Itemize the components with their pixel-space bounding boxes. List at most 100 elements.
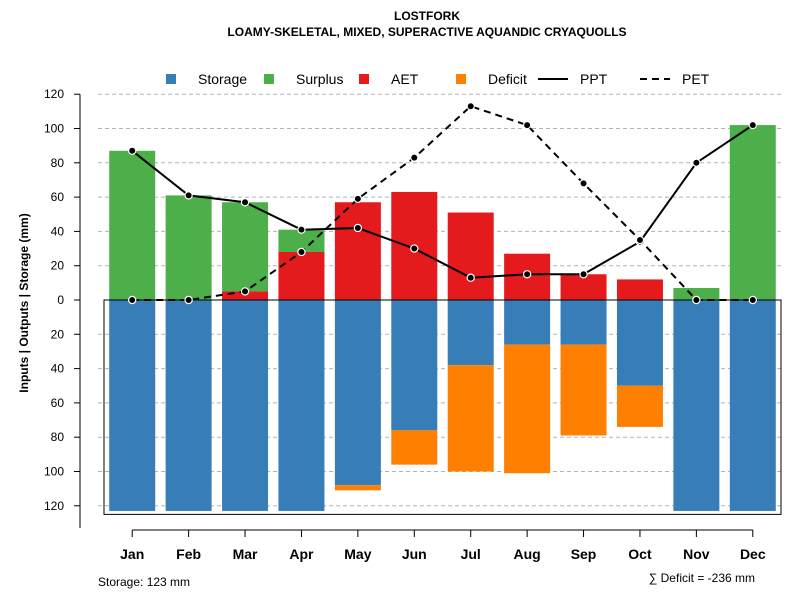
bar-aet-apr	[278, 251, 325, 300]
bar-surplus-apr	[278, 229, 325, 252]
x-tick-label-feb: Feb	[176, 546, 201, 562]
bar-storage-may	[334, 300, 381, 486]
bar-surplus-mar	[222, 202, 269, 292]
bar-storage-nov	[673, 300, 720, 511]
y-tick-label: 20	[51, 259, 65, 273]
x-tick-label-oct: Oct	[628, 546, 652, 562]
pet-point-jun	[410, 153, 419, 162]
bar-aet-sep	[560, 274, 607, 300]
pet-point-mar	[240, 287, 250, 296]
lines	[128, 102, 757, 305]
bar-storage-jan	[109, 300, 156, 511]
legend-label-pet: PET	[682, 71, 710, 87]
bar-surplus-dec	[729, 125, 776, 300]
legend-swatch-deficit	[456, 74, 466, 84]
y-tick-label: 120	[44, 87, 64, 101]
y-tick-label: 80	[51, 156, 65, 170]
bar-surplus-feb	[165, 195, 212, 300]
pet-point-dec	[748, 295, 757, 305]
legend: Storage Surplus AET Deficit PPT PET	[166, 71, 710, 87]
axes: 120 100 80 60 40 20 0 20 40 60 80 100 120 Jan Feb Mar Ap…	[44, 87, 766, 562]
x-tick-label-sep: Sep	[571, 546, 597, 562]
ppt-point-nov	[692, 158, 701, 167]
bar-storage-dec	[729, 300, 776, 511]
ppt-point-dec	[748, 120, 757, 130]
y-tick-label: 80	[51, 430, 65, 444]
ppt-point-jan	[128, 146, 137, 155]
y-tick-label: 20	[51, 327, 65, 341]
legend-swatch-storage	[166, 74, 176, 84]
chart-title: LOSTFORK	[394, 9, 460, 23]
legend-label-deficit: Deficit	[488, 71, 527, 87]
x-tick-label-jan: Jan	[120, 546, 144, 562]
bar-storage-feb	[165, 300, 212, 511]
legend-label-ppt: PPT	[580, 71, 608, 87]
x-tick-label-apr: Apr	[289, 546, 314, 562]
bar-storage-jun	[391, 300, 438, 431]
pet-point-may	[353, 194, 363, 204]
legend-swatch-surplus	[264, 74, 274, 84]
ppt-point-may	[353, 223, 363, 233]
bar-storage-apr	[278, 300, 325, 511]
pet-point-nov	[692, 295, 701, 305]
y-axis-label: Inputs | Outputs | Storage (mm)	[17, 213, 31, 392]
y-tick-label: 40	[51, 224, 65, 238]
x-tick-label-aug: Aug	[514, 546, 541, 562]
storage-footnote: Storage: 123 mm	[98, 575, 190, 589]
bar-storage-aug	[504, 300, 551, 345]
y-tick-label: 120	[44, 499, 64, 513]
deficit-footnote: ∑ Deficit = -236 mm	[649, 571, 755, 585]
legend-swatch-aet	[359, 74, 369, 84]
chart-subtitle: LOAMY-SKELETAL, MIXED, SUPERACTIVE AQUAN…	[227, 25, 626, 39]
x-tick-label-mar: Mar	[233, 546, 258, 562]
ppt-point-mar	[240, 198, 250, 207]
bar-deficit-aug	[504, 344, 551, 474]
pet-point-jan	[128, 295, 137, 305]
pet-point-jul	[466, 102, 475, 111]
bar-deficit-sep	[560, 344, 607, 436]
ppt-point-feb	[184, 191, 193, 200]
bar-surplus-jan	[109, 150, 156, 300]
x-tick-label-jul: Jul	[461, 546, 481, 562]
x-tick-label-nov: Nov	[683, 546, 710, 562]
x-tick-label-dec: Dec	[740, 546, 766, 562]
ppt-line	[131, 124, 754, 279]
bar-aet-may	[334, 202, 381, 300]
pet-line	[132, 105, 753, 301]
bar-storage-mar	[222, 300, 269, 511]
bar-deficit-may	[334, 485, 381, 491]
bar-deficit-oct	[616, 385, 663, 427]
y-tick-label: 60	[51, 396, 65, 410]
ppt-point-apr	[297, 225, 306, 234]
plot-border	[103, 299, 782, 515]
y-tick-label: 40	[51, 362, 65, 376]
bar-aet-mar	[222, 291, 269, 300]
legend-label-aet: AET	[391, 71, 419, 87]
x-tick-label-may: May	[344, 546, 371, 562]
bar-deficit-jun	[391, 430, 438, 465]
y-tick-label: 100	[44, 465, 64, 479]
bar-aet-jul	[447, 212, 494, 300]
grid-lines	[98, 93, 781, 507]
x-tick-label-jun: Jun	[402, 546, 427, 562]
bars	[109, 125, 776, 511]
ppt-point-aug	[522, 270, 532, 279]
pet-point-oct	[635, 235, 645, 245]
legend-label-storage: Storage	[198, 71, 247, 87]
y-tick-label: 100	[44, 122, 64, 136]
bar-surplus-nov	[673, 287, 720, 300]
ppt-point-jun	[410, 244, 419, 253]
y-tick-label: 0	[57, 293, 64, 307]
pet-point-aug	[522, 120, 532, 130]
ppt-point-jul	[466, 273, 475, 282]
pet-point-sep	[579, 179, 588, 188]
bar-aet-oct	[616, 279, 663, 300]
bar-storage-oct	[616, 300, 663, 386]
y-tick-label: 60	[51, 190, 65, 204]
ppt-point-sep	[579, 270, 588, 279]
legend-label-surplus: Surplus	[296, 71, 343, 87]
bar-storage-jul	[447, 300, 494, 366]
pet-point-feb	[184, 295, 193, 305]
pet-point-apr	[297, 247, 306, 257]
